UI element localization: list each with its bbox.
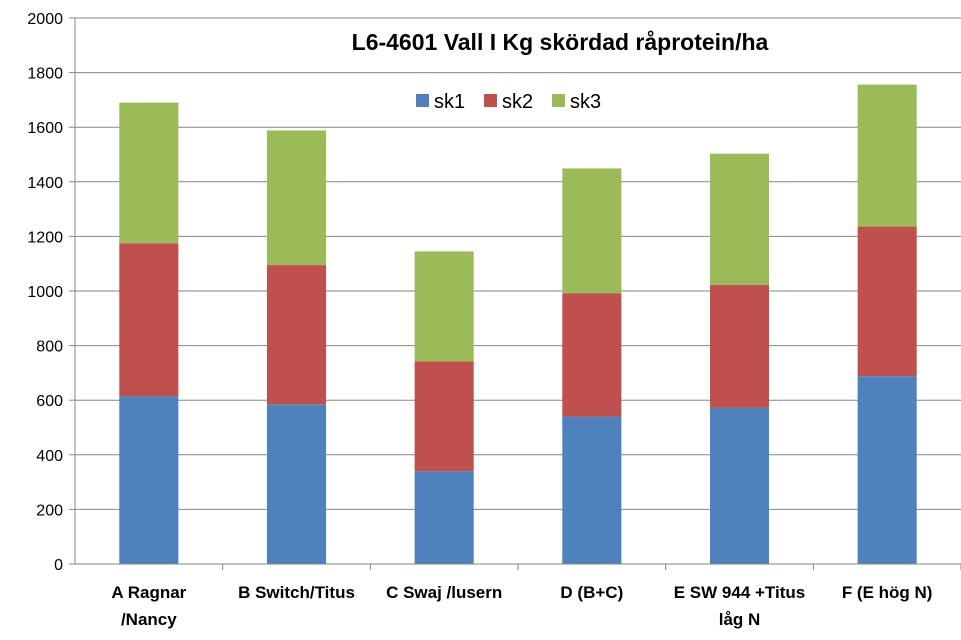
x-category-label: A Ragnar — [111, 583, 186, 602]
legend-label-sk2: sk2 — [502, 91, 533, 113]
y-tick-label: 200 — [36, 502, 63, 519]
bar-sk1 — [857, 376, 917, 564]
x-category-label: låg N — [719, 610, 761, 629]
bar-sk3 — [414, 251, 474, 362]
x-category-label: F (E hög N) — [842, 583, 933, 602]
legend-label-sk3: sk3 — [570, 91, 601, 113]
legend-swatch-sk3 — [552, 94, 565, 107]
bar-sk2 — [414, 361, 474, 472]
bars — [119, 84, 917, 564]
y-tick-label: 400 — [36, 448, 63, 465]
y-tick-label: 800 — [36, 339, 63, 356]
y-tick-label: 2000 — [27, 11, 63, 28]
x-category-label: E SW 944 +Titus — [674, 583, 805, 602]
y-tick-label: 0 — [54, 557, 63, 574]
y-tick-label: 600 — [36, 393, 63, 410]
bar-sk1 — [119, 396, 179, 564]
bar-sk1 — [414, 471, 474, 564]
category-labels: A Ragnar/Nancy B Switch/Titus C Swaj /luse… — [111, 583, 932, 629]
legend-label-sk1: sk1 — [434, 91, 465, 113]
y-tick-label: 1600 — [27, 120, 63, 137]
y-tick-labels: 0 200 400 600 800 1000 1200 1400 1600 1800 2000 — [27, 11, 63, 574]
bar-sk1 — [709, 407, 770, 564]
x-category-label: D (B+C) — [560, 583, 623, 602]
legend-swatch-sk1 — [416, 94, 429, 107]
bar-sk2 — [562, 293, 622, 417]
bar-sk1 — [562, 416, 622, 564]
axes — [69, 17, 961, 570]
bar-sk3 — [266, 130, 327, 266]
legend: sk1 sk2 sk3 — [416, 91, 601, 113]
bar-sk3 — [709, 153, 770, 285]
x-category-label: B Switch/Titus — [238, 583, 355, 602]
bar-sk2 — [119, 243, 179, 397]
bar-sk3 — [562, 168, 622, 294]
bar-sk3 — [857, 84, 917, 227]
legend-swatch-sk2 — [484, 94, 497, 107]
x-category-label: C Swaj /lusern — [386, 583, 502, 602]
bar-sk2 — [266, 265, 327, 405]
y-tick-label: 1200 — [27, 229, 63, 246]
bar-sk2 — [709, 284, 770, 408]
y-tick-label: 1000 — [27, 284, 63, 301]
chart-title: L6-4601 Vall I Kg skördad råprotein/ha — [352, 29, 769, 55]
gridlines — [75, 17, 961, 510]
bar-sk3 — [119, 102, 179, 244]
bar-sk2 — [857, 226, 917, 377]
y-tick-label: 1800 — [27, 66, 63, 83]
y-tick-label: 1400 — [27, 175, 63, 192]
x-category-label: /Nancy — [121, 610, 177, 629]
bar-sk1 — [266, 404, 327, 564]
